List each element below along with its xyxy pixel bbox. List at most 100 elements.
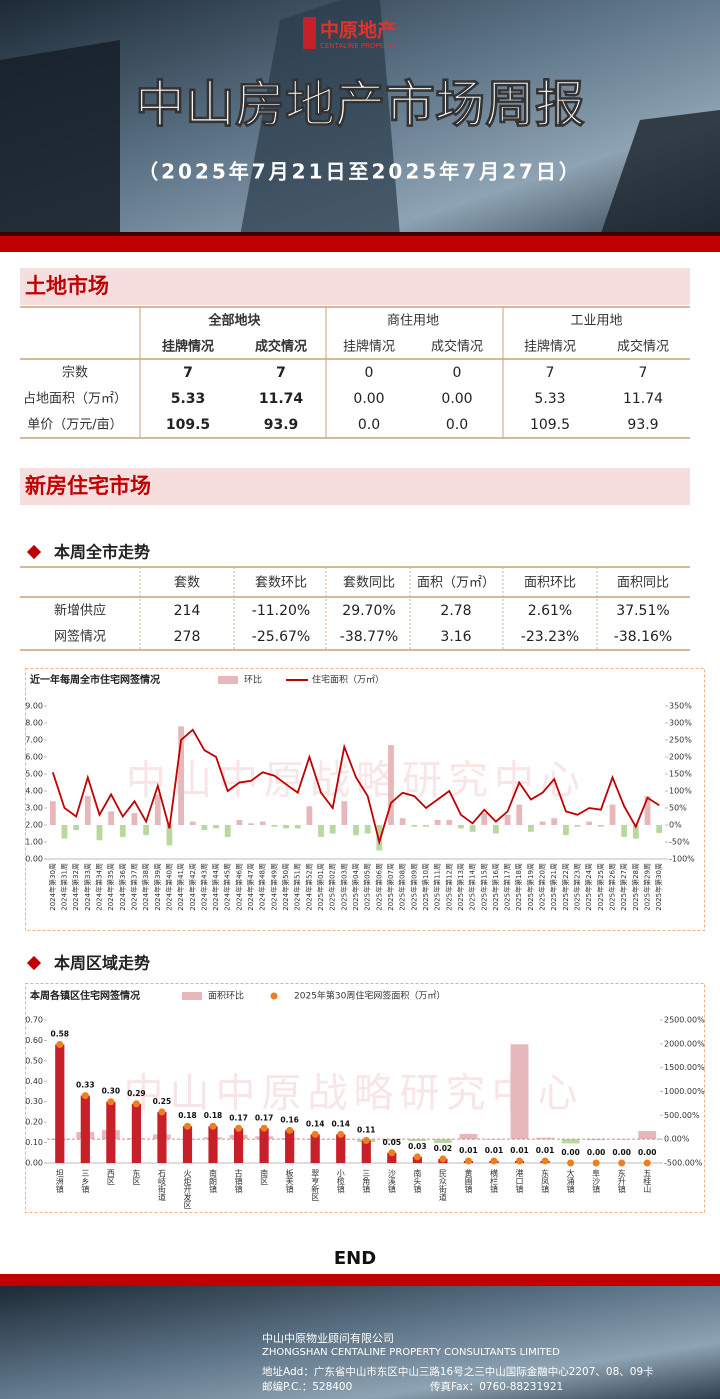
chart-frame	[25, 983, 705, 1213]
column-marker	[337, 1130, 345, 1138]
x-tick-label: 2024年第38周	[141, 863, 150, 911]
fax: 传真Fax：0760-88231921	[430, 1380, 563, 1393]
bar	[84, 796, 91, 825]
table-cell: 11.74	[623, 391, 663, 407]
row-label: 单价（万元/亩）	[27, 417, 122, 433]
table-cell: 93.9	[264, 417, 299, 433]
value-label: 0.00	[561, 1148, 580, 1157]
column	[182, 1126, 193, 1163]
x-tick-label: 2024年第48周	[258, 863, 267, 911]
legend-label: 住宅面积（万㎡）	[312, 674, 384, 686]
y2-tick-label: 200%	[669, 753, 692, 762]
bar	[353, 825, 359, 836]
column-marker	[516, 1157, 524, 1165]
section-title: 土地市场	[25, 274, 109, 298]
x-tick-label: 2024年第50周	[281, 863, 290, 911]
company: 中山中原物业顾问有限公司	[262, 1331, 394, 1345]
column-marker	[439, 1155, 447, 1163]
x-tick-label: 2024年第51周	[293, 863, 302, 911]
bar	[388, 745, 394, 825]
column-marker	[107, 1098, 115, 1106]
y2-tick-label: 250%	[669, 736, 692, 745]
x-tick-label: 东凤镇	[541, 1168, 550, 1194]
building	[240, 0, 400, 236]
row-label: 占地面积（万㎡）	[23, 392, 127, 407]
x-tick-label: 东区	[132, 1168, 141, 1185]
x-tick-label: 五桂山	[643, 1169, 652, 1194]
y2-tick-label: 350%	[669, 702, 692, 711]
table-cell: 7	[183, 365, 193, 381]
table-cell: 93.9	[627, 417, 658, 433]
bar	[131, 813, 138, 825]
y-tick-label: 4.00	[25, 787, 43, 796]
x-tick-label: 三角镇	[362, 1169, 371, 1194]
y-tick-label: 5.00	[25, 770, 43, 779]
x-tick-label: 2025年第28周	[631, 863, 640, 911]
bar	[574, 825, 581, 827]
x-tick-label: 2024年第45周	[223, 863, 232, 911]
bar	[469, 825, 476, 832]
y-tick-label: 0.60	[25, 1036, 43, 1045]
table-cell: 2.78	[440, 603, 471, 619]
bar	[586, 821, 593, 825]
column	[55, 1044, 65, 1163]
column-marker	[541, 1157, 549, 1165]
bar	[587, 1139, 606, 1141]
table-group: 工业用地	[570, 314, 622, 329]
table-cell: 5.33	[171, 391, 206, 407]
column-marker	[643, 1159, 651, 1167]
value-label: 0.03	[408, 1142, 427, 1151]
x-tick-label: 2025年第01周	[316, 863, 325, 911]
x-tick-label: 古镇镇	[234, 1168, 243, 1194]
x-tick-label: 港口镇	[515, 1168, 524, 1194]
table-header: 挂牌情况	[343, 339, 395, 355]
bar	[318, 825, 324, 837]
x-tick-label: 2025年第06周	[374, 863, 383, 911]
bar	[376, 825, 383, 851]
table-cell: 29.70%	[342, 603, 395, 619]
bar	[61, 825, 68, 839]
bar	[481, 813, 488, 825]
chart-title: 近一年每周全市住宅网签情况	[30, 673, 160, 686]
y2-tick-label: 300%	[669, 719, 692, 728]
y2-tick-label: 500.00%	[664, 1111, 700, 1120]
column-marker	[464, 1157, 472, 1165]
bar	[364, 825, 371, 834]
bar	[597, 825, 604, 827]
bar	[382, 1139, 401, 1141]
x-tick-label: 2025年第15周	[479, 863, 488, 911]
x-tick-label: 2024年第35周	[106, 863, 115, 911]
table-cell: 7	[639, 365, 648, 381]
y-tick-label: 0.40	[25, 1077, 43, 1086]
y2-tick-label: 2000.00%	[664, 1039, 705, 1048]
y-tick-label: 0.00	[25, 855, 43, 864]
table-header: 面积同比	[617, 576, 669, 591]
bar	[259, 821, 266, 825]
x-tick-label: 2025年第03周	[339, 863, 348, 911]
bar	[632, 825, 639, 839]
table-header: 套数	[174, 575, 200, 591]
column-marker	[183, 1122, 191, 1130]
y2-tick-label: 100%	[669, 787, 692, 796]
x-tick-label: 2025年第17周	[503, 863, 512, 911]
column-marker	[490, 1157, 498, 1165]
value-label: 0.16	[280, 1115, 299, 1124]
x-tick-label: 2024年第37周	[129, 863, 138, 911]
bar	[621, 825, 628, 837]
table-cell: 214	[174, 603, 201, 619]
x-tick-label: 2025年第02周	[328, 863, 337, 911]
x-tick-label: 2025年第25周	[596, 863, 605, 911]
x-tick-label: 黄圃镇	[464, 1168, 473, 1194]
value-label: 0.14	[306, 1119, 325, 1128]
value-label: 0.17	[255, 1113, 274, 1122]
table-header: 成交情况	[255, 339, 307, 355]
title: 中山房地产市场周报	[135, 76, 585, 134]
bar	[49, 801, 56, 825]
x-tick-label: 2025年第19周	[526, 863, 535, 911]
y-tick-label: 0.50	[25, 1056, 43, 1065]
bar	[551, 818, 558, 825]
bar	[504, 814, 511, 825]
value-label: 0.00	[638, 1148, 657, 1157]
column	[387, 1152, 397, 1163]
bar	[423, 825, 429, 827]
